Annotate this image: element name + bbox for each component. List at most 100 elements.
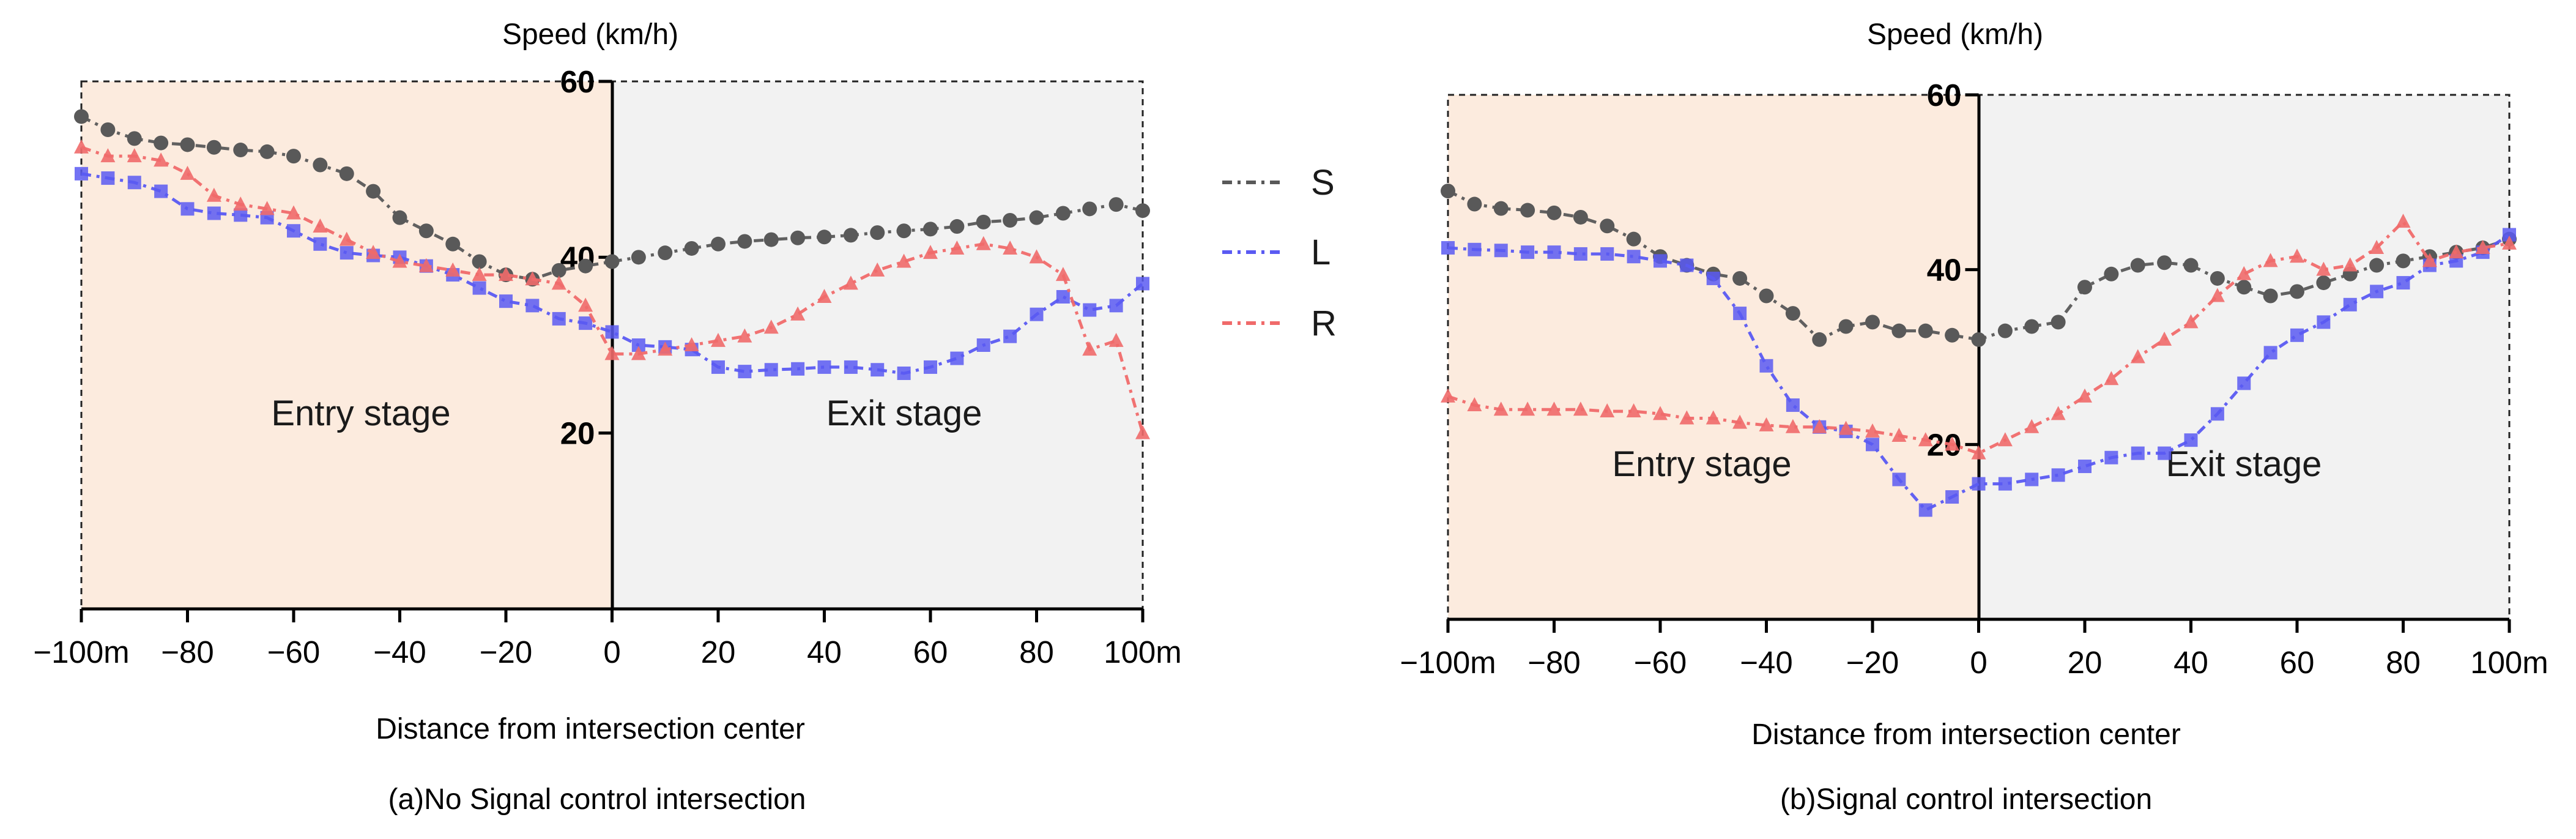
data-point-r [1785,419,1800,433]
y-tick-label: 40 [1927,253,1962,288]
data-point-s [737,234,752,249]
data-point-s [923,222,938,237]
data-point-s [2130,258,2145,273]
data-point-r [2502,235,2517,250]
data-point-r [2369,239,2385,254]
data-point-r [525,271,540,286]
data-point-r [2104,371,2119,386]
data-point-r [2024,419,2040,433]
data-point-l [1918,503,1932,517]
data-point-r [1971,445,1986,460]
data-point-r [1945,436,1960,451]
data-point-s [1135,203,1150,218]
exit-stage-region [1979,95,2509,619]
data-point-s [2369,258,2385,273]
data-point-s [2051,315,2066,330]
data-point-l [2263,346,2277,360]
x-axis-title: Distance from intersection center [376,713,805,745]
data-point-r [737,328,752,343]
x-tick-label: −100m [33,635,129,669]
data-point-r [1865,423,1880,438]
data-point-l [950,351,964,365]
data-point-l [2370,285,2384,299]
data-point-s [1838,319,1854,334]
data-point-r [100,148,116,163]
data-point-s [1865,315,1880,330]
data-point-l [1892,472,1906,487]
data-point-r [1653,406,1668,420]
data-point-l [711,360,725,374]
data-point-s [1082,201,1097,217]
data-point-r [2130,349,2145,364]
data-point-s [1055,206,1071,221]
data-point-l [2210,407,2224,421]
x-tick-label: 100m [2470,645,2548,680]
data-point-r [896,253,911,268]
data-point-l [897,366,911,380]
x-tick-label: 0 [1970,645,1987,680]
x-tick-label: −60 [1634,645,1687,680]
data-point-r [1441,388,1455,403]
caption: (a)No Signal control intersection [388,783,806,816]
data-point-r [1493,401,1509,416]
data-point-l [1866,438,1879,452]
data-point-s [949,219,965,234]
data-point-r [1082,341,1097,356]
data-point-s [1732,270,1748,286]
data-point-l [976,338,990,352]
data-point-s [74,109,89,124]
data-point-l [2051,468,2065,482]
data-point-r [923,245,938,259]
data-point-r [578,297,593,312]
data-point-l [1547,245,1561,259]
data-point-s [896,223,911,239]
data-point-l [1109,299,1123,313]
x-tick-label: −20 [480,635,533,669]
data-point-r [2475,239,2490,254]
data-point-l [1136,277,1149,291]
data-point-l [1706,271,1720,285]
data-point-s [2077,280,2092,295]
data-point-l [552,311,566,326]
data-point-l [1600,247,1614,261]
data-point-l [1972,477,1986,491]
data-point-s [1546,205,1562,220]
data-point-l [1468,242,1482,256]
data-point-r [206,187,221,202]
data-point-s [1971,332,1986,347]
data-point-r [2422,253,2437,267]
data-point-r [1706,410,1721,425]
data-point-r [604,346,620,360]
data-point-r [1573,401,1588,416]
data-point-l [1680,258,1694,272]
x-tick-label: 40 [807,635,842,669]
data-point-r [1679,410,1694,425]
data-point-l [2158,446,2172,460]
data-point-l [1733,307,1747,321]
data-point-s [1626,231,1641,247]
data-point-s [259,144,275,159]
data-point-s [684,241,699,256]
data-point-r [631,346,646,360]
data-point-r [472,267,487,282]
data-point-l [207,206,221,220]
data-point-l [499,294,513,308]
legend-label-l: L [1311,233,1331,272]
data-point-r [817,288,832,303]
data-point-r [2077,388,2092,403]
data-point-s [870,225,885,241]
data-point-r [127,148,142,163]
data-point-l [472,281,486,295]
data-point-l [2025,472,2039,487]
data-point-s [1467,196,1482,212]
data-point-r [2342,257,2358,272]
series-line-r [81,146,1145,434]
data-point-l [1654,254,1667,268]
data-point-s [2263,288,2278,304]
data-point-s [631,250,646,265]
data-point-s [1108,197,1124,212]
data-point-r [1812,419,1827,433]
data-point-s [1918,323,1933,338]
data-point-s [2316,275,2331,291]
data-point-r [2290,248,2304,263]
